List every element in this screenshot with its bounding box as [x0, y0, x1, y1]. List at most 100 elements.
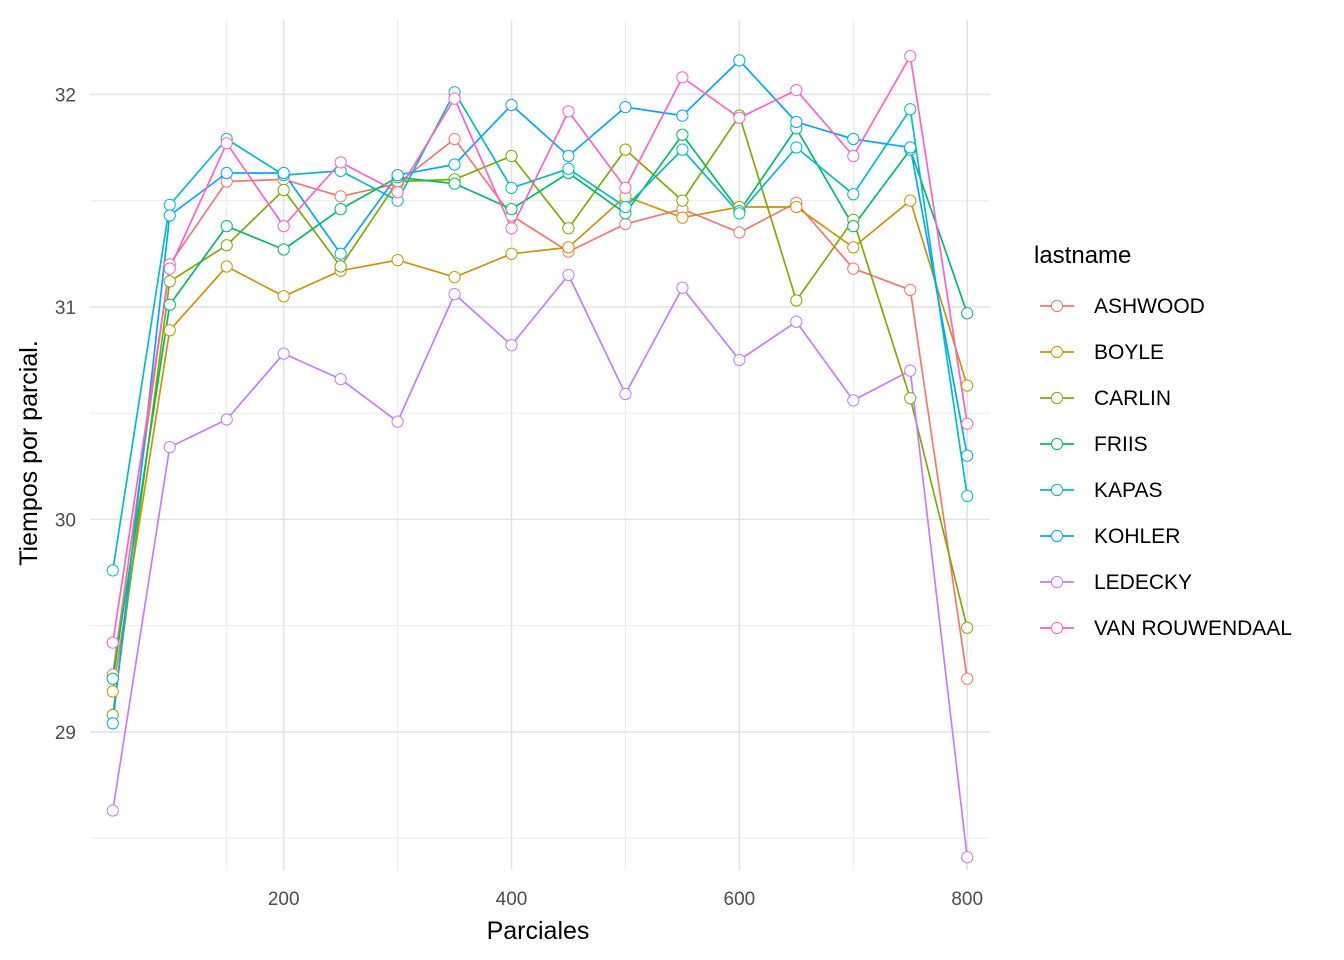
data-point [961, 379, 974, 392]
series-line-friis [111, 127, 969, 679]
data-point [505, 203, 518, 216]
data-point [277, 183, 290, 197]
data-series [106, 50, 974, 864]
data-point [733, 111, 746, 124]
data-point [391, 415, 404, 428]
series-line-ashwood [111, 138, 969, 679]
data-point [733, 226, 746, 239]
data-point [619, 181, 632, 194]
y-tick-label: 32 [55, 85, 76, 106]
legend-key-point [1050, 621, 1064, 635]
data-point [562, 162, 575, 175]
data-point [619, 387, 632, 401]
data-point [790, 84, 803, 97]
data-point [562, 105, 575, 118]
legend-item: KAPAS [1040, 479, 1162, 502]
data-point [448, 158, 461, 171]
y-tick-labels: 29 30 31 32 [55, 85, 76, 744]
data-point [163, 262, 176, 275]
data-point [505, 339, 518, 352]
data-point [676, 281, 689, 294]
x-axis-title: Parciales [487, 917, 590, 945]
legend-label: KOHLER [1094, 525, 1180, 548]
data-point [904, 392, 917, 405]
data-point [790, 200, 803, 214]
y-tick-label: 31 [55, 298, 76, 319]
legend-item: ASHWOOD [1040, 295, 1205, 318]
series-line-boyle [111, 195, 969, 692]
data-point [334, 203, 347, 216]
data-point [448, 288, 461, 301]
data-point [619, 217, 632, 231]
data-point [619, 101, 632, 114]
data-point [676, 71, 689, 84]
data-point [733, 207, 746, 220]
data-point [961, 672, 974, 685]
data-point [277, 290, 290, 303]
data-point [106, 685, 119, 698]
data-point [106, 717, 119, 730]
series-line-kohler [111, 59, 969, 724]
data-point [847, 262, 860, 275]
data-point [961, 489, 974, 503]
y-tick-label: 29 [55, 723, 76, 744]
legend-label: LEDECKY [1094, 571, 1192, 594]
x-tick-label: 800 [951, 889, 983, 910]
data-point [220, 239, 233, 252]
data-point [277, 347, 290, 360]
data-point [505, 222, 518, 235]
data-point [847, 188, 860, 201]
data-point [106, 564, 119, 577]
data-point [505, 181, 518, 194]
series-points-van-rouwendaal [106, 50, 974, 649]
data-point [448, 271, 461, 284]
x-tick-labels: 200 400 600 800 [268, 889, 983, 910]
data-point [391, 254, 404, 267]
series-points-boyle [106, 190, 974, 698]
data-point [562, 149, 575, 163]
legend-key-point [1050, 345, 1064, 359]
data-point [277, 220, 290, 233]
data-point [562, 241, 575, 254]
series-line-kapas [111, 91, 969, 571]
series-line-carlin [111, 114, 969, 716]
data-point [163, 198, 176, 211]
data-point [334, 247, 347, 260]
legend-key-point [1050, 299, 1064, 313]
data-point [505, 247, 518, 260]
legend-label: ASHWOOD [1094, 295, 1205, 318]
legend-item: VAN ROUWENDAAL [1040, 617, 1292, 640]
data-point [733, 353, 746, 367]
data-point [961, 621, 974, 634]
legend-item: CARLIN [1040, 387, 1171, 410]
data-point [106, 804, 119, 817]
series-line-van-rouwendaal [111, 55, 969, 643]
data-point [847, 241, 860, 254]
data-point [163, 209, 176, 222]
data-point [106, 672, 119, 685]
legend-label: VAN ROUWENDAAL [1094, 617, 1292, 640]
data-point [220, 260, 233, 273]
data-point [790, 115, 803, 129]
data-point [676, 109, 689, 122]
legend-key-point [1050, 483, 1064, 497]
data-point [448, 177, 461, 190]
data-point [961, 851, 974, 864]
legend-label: FRIIS [1094, 433, 1148, 456]
data-point [163, 275, 176, 288]
data-point [106, 636, 119, 649]
data-point [334, 156, 347, 169]
data-point [847, 132, 860, 146]
data-point [220, 220, 233, 233]
data-point [334, 190, 347, 203]
series-points-kohler [106, 54, 974, 730]
data-point [391, 169, 404, 182]
data-point [163, 298, 176, 311]
data-point [619, 200, 632, 214]
data-point [676, 143, 689, 156]
data-point [562, 268, 575, 282]
data-point [790, 315, 803, 328]
data-point [334, 260, 347, 273]
data-point [961, 449, 974, 462]
